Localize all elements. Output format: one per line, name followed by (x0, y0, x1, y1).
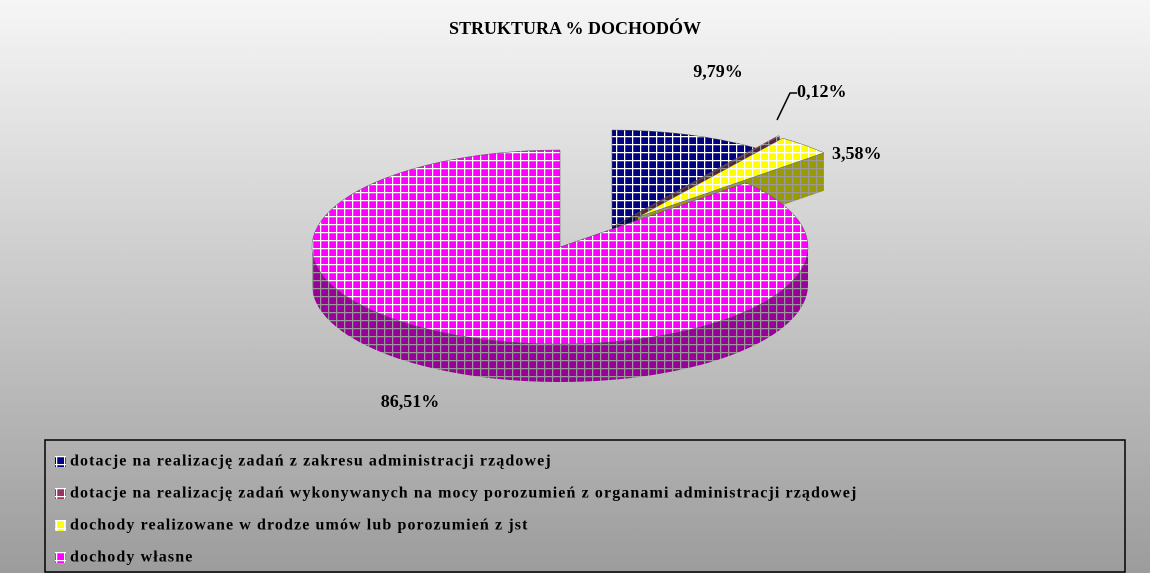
legend-box (44, 439, 1126, 573)
legend-label: dochody realizowane w drodze umów lub po… (70, 517, 529, 534)
slice-top (311, 149, 809, 345)
legend-label: dotacje na realizację zadań wykonywanych… (70, 485, 857, 502)
legend-marker (55, 552, 66, 563)
slice (311, 149, 809, 382)
slice-top (634, 135, 781, 216)
legend-label: dochody własne (70, 549, 193, 566)
data-label: 0,12% (797, 81, 847, 101)
legend-marker (55, 520, 66, 531)
legend-marker (55, 488, 66, 499)
data-label: 3,58% (832, 143, 882, 163)
data-label: 86,51% (381, 391, 440, 411)
slice-side (312, 247, 808, 382)
leader-line (776, 92, 797, 121)
pie (311, 129, 825, 382)
chart-title: STRUKTURA % DOCHODÓW (449, 17, 701, 38)
slice-top (611, 129, 756, 228)
slice-shade (312, 247, 808, 382)
legend-label: dotacje na realizację zadań z zakresu ad… (70, 453, 552, 470)
data-label: 9,79% (693, 61, 743, 81)
legend-marker (55, 456, 66, 467)
slice-top (637, 137, 825, 218)
